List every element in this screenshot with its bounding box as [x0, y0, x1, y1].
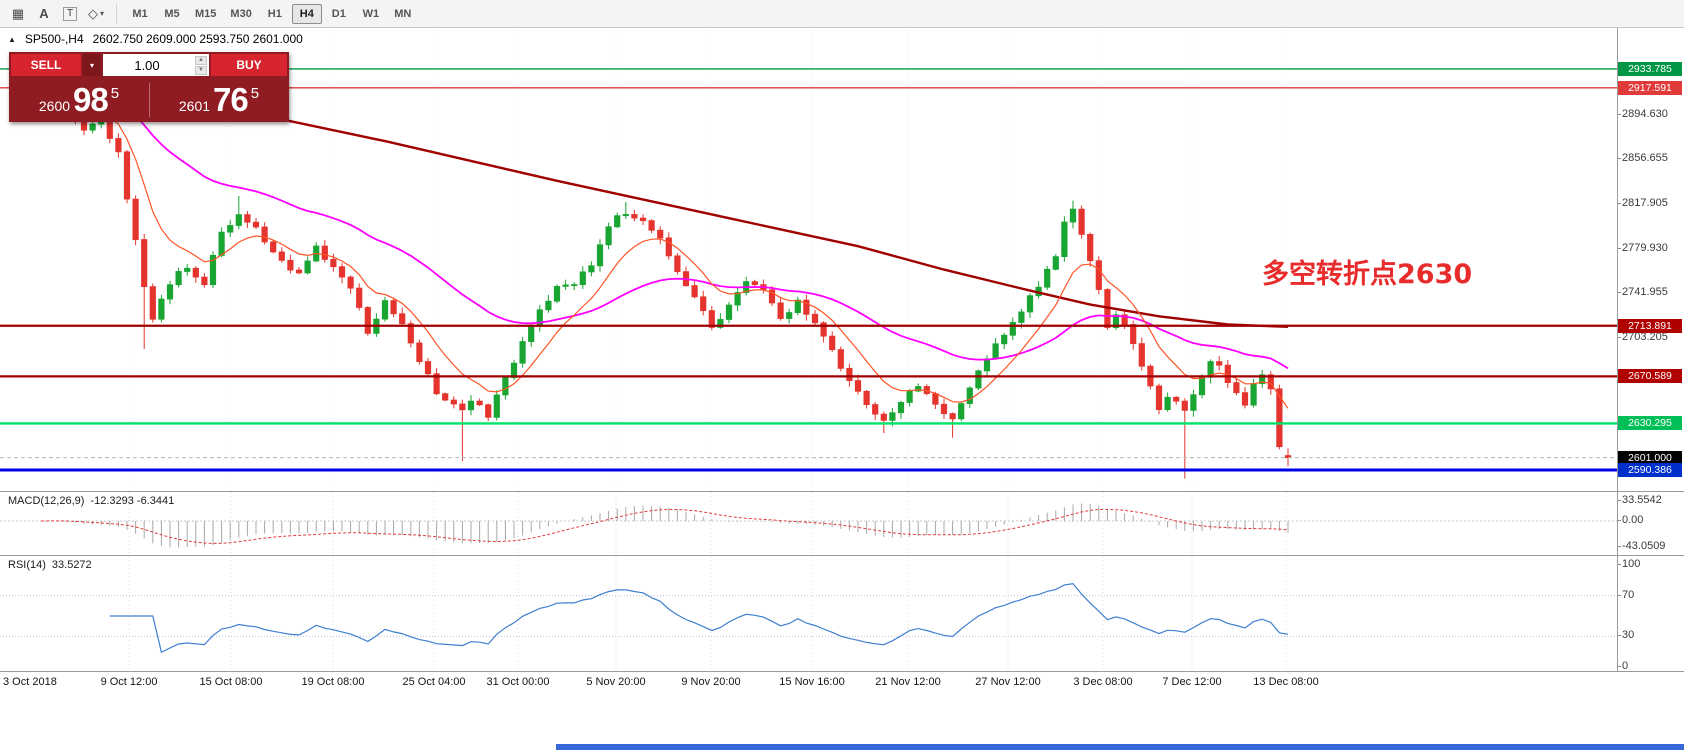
buy-price-main: 76 — [213, 81, 249, 118]
buy-price: 2601 76 5 — [149, 78, 289, 122]
sell-price: 2600 98 5 — [9, 78, 149, 122]
volume-field: ▲ ▼ — [103, 54, 209, 76]
toolbar-divider — [116, 3, 118, 24]
rsi-title: RSI(14) — [8, 559, 46, 571]
time-label: 21 Nov 12:00 — [875, 676, 941, 688]
rsi-scale-label: 0 — [1616, 660, 1629, 672]
time-label: 5 Nov 20:00 — [586, 676, 646, 688]
chart-annotation: 多空转折点2630 — [1262, 259, 1473, 290]
volume-decrease-button[interactable]: ▼ — [195, 66, 207, 75]
time-label: 27 Nov 12:00 — [975, 676, 1041, 688]
price-badge: 2590.386 — [1618, 463, 1682, 478]
text-tool-button[interactable]: A — [32, 3, 56, 25]
chart-marker-icon: ▲ — [8, 34, 16, 44]
trade-widget-controls: SELL ▾ ▲ ▼ BUY — [9, 52, 289, 78]
ohlc-values: 2602.750 2609.000 2593.750 2601.000 — [92, 32, 303, 46]
sell-price-pip: 5 — [110, 85, 120, 102]
price-tick-label: 2817.905 — [1617, 197, 1668, 210]
time-label: 31 Oct 00:00 — [486, 676, 550, 688]
volume-input[interactable] — [103, 54, 191, 76]
grid-dots-icon: ▦ — [11, 6, 25, 21]
price-tick-label: 2779.930 — [1617, 241, 1668, 254]
macd-scale-label: 33.5542 — [1617, 493, 1662, 506]
taskbar[interactable] — [556, 744, 1684, 750]
timeframe-button-d1[interactable]: D1 — [324, 4, 354, 24]
time-label: 15 Nov 16:00 — [779, 676, 845, 688]
price-badge: 2933.785 — [1618, 61, 1682, 76]
trade-widget-prices: 2600 98 5 2601 76 5 — [9, 78, 289, 122]
chevron-down-icon: ▾ — [100, 9, 105, 18]
price-badge: 2917.591 — [1618, 80, 1682, 95]
toolbar: ▦ A T ◇ ▾ M1 M5 M15 M30 H1 H4 D1 W1 MN — [0, 0, 1684, 28]
timeframe-button-m30[interactable]: M30 — [224, 4, 257, 24]
rsi-scale-label: 30 — [1616, 629, 1635, 642]
label-tool-button[interactable]: T — [58, 3, 82, 25]
price-badge: 2630.295 — [1618, 416, 1682, 431]
buy-button[interactable]: BUY — [211, 54, 287, 76]
volume-spinners: ▲ ▼ — [195, 56, 207, 75]
timeframe-button-h4[interactable]: H4 — [291, 3, 322, 24]
panel-separator — [0, 491, 1684, 492]
macd-values: -12.3293 -6.3441 — [90, 495, 175, 507]
letter-t-icon: T — [62, 6, 78, 21]
timeframe-button-m15[interactable]: M15 — [189, 4, 222, 24]
shapes-tool-button[interactable]: ◇ ▾ — [84, 3, 108, 25]
buy-price-prefix: 2601 — [178, 98, 211, 114]
sell-button[interactable]: SELL — [11, 54, 81, 76]
time-label: 9 Oct 12:00 — [100, 676, 158, 688]
timeframe-button-m5[interactable]: M5 — [157, 4, 187, 24]
time-label: 15 Oct 08:00 — [199, 676, 263, 688]
timeframe-button-w1[interactable]: W1 — [356, 4, 386, 24]
grid-tool-button[interactable]: ▦ — [6, 3, 30, 25]
time-label: 25 Oct 04:00 — [402, 676, 466, 688]
price-badge: 2713.891 — [1618, 318, 1682, 333]
price-tick-label: 2856.655 — [1617, 152, 1668, 165]
volume-increase-button[interactable]: ▲ — [195, 56, 207, 65]
price-badge: 2670.589 — [1618, 369, 1682, 384]
symbol-timeframe: SP500-,H4 — [24, 32, 84, 46]
panel-separator — [0, 555, 1684, 556]
time-label: 3 Dec 08:00 — [1073, 676, 1133, 688]
price-tick-label: 2703.205 — [1617, 331, 1668, 344]
one-click-trading-widget: SELL ▾ ▲ ▼ BUY 2600 98 5 2601 76 — [9, 52, 289, 122]
timeframe-button-m1[interactable]: M1 — [125, 4, 155, 24]
price-tick-label: 2894.630 — [1617, 107, 1668, 120]
macd-scale-label: -43.0509 — [1616, 539, 1666, 552]
price-scale-separator — [1617, 28, 1618, 672]
sell-price-prefix: 2600 — [38, 98, 71, 114]
timeframe-group: M1 M5 M15 M30 H1 H4 D1 W1 MN — [125, 3, 418, 24]
price-tick-label: 2741.955 — [1617, 285, 1668, 298]
rsi-indicator-label: RSI(14) 33.5272 — [8, 559, 92, 571]
chart-ohlc-header: ▲ SP500-,H4 2602.750 2609.000 2593.750 2… — [8, 32, 303, 46]
letter-a-icon: A — [39, 6, 49, 21]
rsi-value: 33.5272 — [51, 559, 92, 571]
sell-price-main: 98 — [73, 81, 109, 118]
rsi-scale-label: 100 — [1616, 558, 1641, 570]
time-label: 13 Dec 08:00 — [1253, 676, 1319, 688]
shapes-icon: ◇ — [88, 6, 98, 21]
buy-price-pip: 5 — [250, 85, 260, 102]
time-label: 19 Oct 08:00 — [301, 676, 365, 688]
rsi-scale-label: 70 — [1616, 588, 1635, 601]
time-axis-separator — [0, 671, 1684, 672]
macd-title: MACD(12,26,9) — [8, 495, 85, 507]
price-divider — [149, 83, 150, 117]
volume-dropdown[interactable]: ▾ — [83, 54, 101, 76]
time-label: 7 Dec 12:00 — [1162, 676, 1222, 688]
chevron-down-icon: ▾ — [89, 60, 94, 70]
drawing-tools-group: ▦ A T ◇ ▾ — [6, 3, 108, 25]
time-label: 9 Nov 20:00 — [681, 676, 741, 688]
macd-indicator-label: MACD(12,26,9) -12.3293 -6.3441 — [8, 495, 174, 507]
timeframe-button-h1[interactable]: H1 — [260, 4, 290, 24]
timeframe-button-mn[interactable]: MN — [388, 4, 418, 24]
price-badge: 2601.000 — [1618, 450, 1682, 465]
macd-scale-label: 0.00 — [1616, 514, 1644, 526]
time-label: 3 Oct 2018 — [3, 676, 57, 688]
